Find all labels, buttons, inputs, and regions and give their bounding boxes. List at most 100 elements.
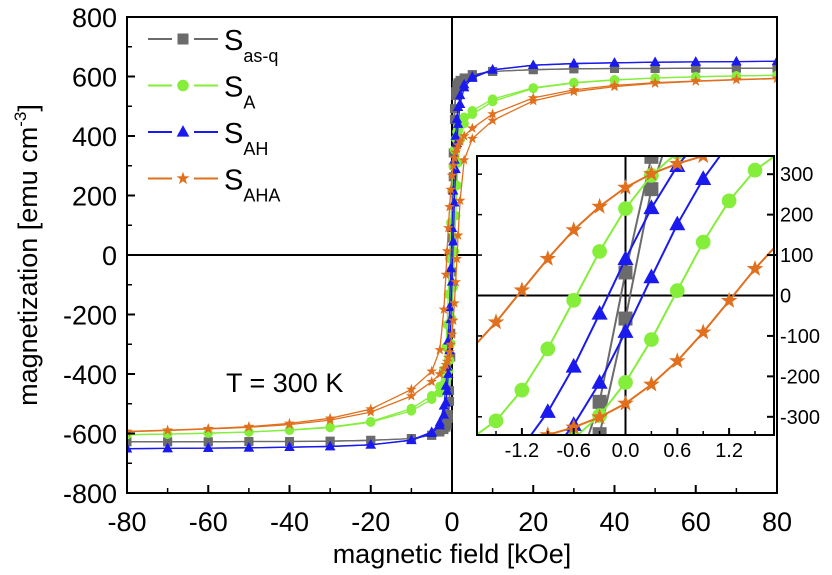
star-marker <box>565 221 582 238</box>
circle-marker <box>488 413 504 429</box>
triangle-marker <box>434 416 445 427</box>
star-marker <box>731 73 742 84</box>
temperature-annotation: T = 300 K <box>226 368 343 398</box>
square-marker <box>644 182 659 197</box>
triangle-marker <box>790 82 806 97</box>
star-marker <box>617 394 634 411</box>
circle-marker <box>540 446 555 461</box>
square-marker <box>177 33 189 45</box>
square-marker <box>285 437 294 447</box>
star-marker <box>487 313 505 330</box>
legend-label-main: S <box>224 72 243 104</box>
circle-marker <box>609 75 620 85</box>
circle-marker <box>669 283 685 298</box>
star-marker <box>669 352 686 369</box>
y-axis-title-close: ] <box>13 104 43 112</box>
triangle-marker <box>443 368 454 378</box>
x-tick-label: 20 <box>518 507 548 537</box>
star-marker <box>447 159 459 170</box>
legend-label-subscript: A <box>243 93 255 113</box>
triangle-marker <box>441 385 453 395</box>
triangle-marker <box>617 250 634 266</box>
triangle-marker <box>365 439 376 449</box>
square-marker <box>691 63 701 73</box>
legend-label-AH: SAH <box>224 118 268 159</box>
circle-marker <box>721 193 737 209</box>
star-marker <box>450 276 461 287</box>
circle-marker <box>528 83 538 93</box>
star-marker <box>186 445 203 461</box>
circle-marker <box>722 121 737 136</box>
star-marker <box>467 122 478 133</box>
main-series-group <box>127 55 777 453</box>
x-tick-label: -60 <box>189 507 228 537</box>
square-marker <box>670 104 684 118</box>
circle-marker <box>426 390 437 401</box>
triangle-marker <box>747 86 763 101</box>
star-marker <box>444 346 455 357</box>
square-marker <box>791 51 805 65</box>
triangle-marker <box>284 441 295 452</box>
square-marker <box>610 63 619 73</box>
circle-marker <box>644 332 659 347</box>
circle-marker <box>618 201 633 216</box>
y-tick-label: -600 <box>63 420 117 450</box>
circle-marker <box>487 94 498 104</box>
star-marker <box>527 92 539 103</box>
square-marker <box>528 65 538 75</box>
x-tick-label: 80 <box>762 507 792 537</box>
y-tick-label: 800 <box>72 3 117 33</box>
star-marker <box>565 418 582 435</box>
star-marker <box>539 250 557 266</box>
star-marker <box>643 375 660 392</box>
inset-y-tick-label: -100 <box>780 326 820 348</box>
circle-marker <box>359 467 374 482</box>
x-tick-label: -40 <box>270 507 309 537</box>
star-marker <box>447 314 459 325</box>
square-marker <box>731 63 741 73</box>
triangle-marker <box>452 118 464 128</box>
star-marker <box>617 178 634 195</box>
star-marker <box>358 449 375 465</box>
star-marker <box>513 281 531 298</box>
square-marker <box>489 522 503 536</box>
star-marker <box>162 424 173 435</box>
circle-marker <box>748 114 763 129</box>
triangle-marker <box>643 199 660 215</box>
triangle-marker <box>203 442 214 452</box>
circle-marker <box>467 105 478 116</box>
inset-x-tick-label: 1.2 <box>715 440 743 462</box>
circle-marker <box>695 234 711 250</box>
inset-y-tick-label: -200 <box>780 366 820 388</box>
star-marker <box>527 95 539 106</box>
inset-y-tick-label: 200 <box>780 205 813 227</box>
circle-marker <box>514 382 530 398</box>
triangle-marker <box>539 403 556 418</box>
square-marker <box>567 473 581 487</box>
inset-x-tick-label: -1.2 <box>505 440 539 462</box>
square-marker <box>748 55 762 69</box>
y-axis-title-main: magnetization [emu cm <box>13 127 43 406</box>
triangle-marker <box>669 215 686 231</box>
triangle-marker <box>591 374 608 389</box>
inset-y-tick-label: 100 <box>780 245 813 267</box>
y-tick-label: 0 <box>102 241 117 271</box>
star-marker <box>434 344 446 355</box>
triangle-marker <box>649 56 661 67</box>
triangle-marker <box>452 101 464 111</box>
triangle-marker <box>440 380 452 390</box>
star-marker <box>669 156 686 171</box>
triangle-marker <box>454 89 466 100</box>
square-marker <box>459 73 469 83</box>
x-tick-label: -80 <box>107 507 146 537</box>
triangle-marker <box>449 197 460 207</box>
triangle-marker <box>445 262 456 273</box>
star-marker <box>771 72 777 83</box>
star-marker <box>441 355 453 367</box>
triangle-marker <box>438 409 450 419</box>
triangle-marker <box>790 70 806 85</box>
star-marker <box>643 165 660 181</box>
triangle-marker <box>406 434 417 444</box>
star-marker <box>445 338 457 350</box>
